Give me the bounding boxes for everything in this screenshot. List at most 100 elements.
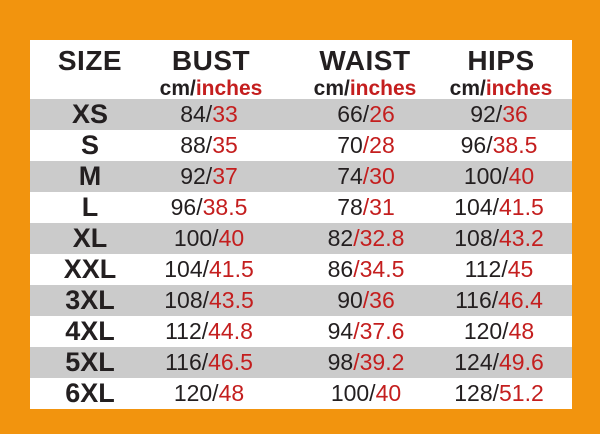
hips-inches-value: 49.6 — [499, 349, 544, 375]
waist-inches-value: /32.8 — [353, 225, 405, 251]
hips-inches-value: 36 — [502, 101, 528, 127]
bust-unit-label: cm/inches — [150, 78, 290, 99]
bust-cell: 112/44.8 — [150, 316, 290, 347]
size-label: S — [80, 130, 99, 160]
bust-cell: 104/41.5 — [150, 254, 290, 285]
waist-cell: 98/39.2 — [290, 347, 440, 378]
size-label: 3XL — [65, 285, 115, 315]
waist-unit-label: cm/inches — [290, 78, 440, 99]
hips-cm-value: 96/ — [460, 132, 493, 158]
waist-inches-value: /30 — [362, 163, 395, 189]
unit-cm-label: cm/ — [159, 77, 196, 100]
size-label: 4XL — [65, 316, 115, 346]
hips-cell: 100/40 — [440, 161, 572, 192]
hips-cell: 116/46.4 — [440, 285, 572, 316]
size-table-body: XS 84/33 66/26 92/36 S 88/35 70/28 96/38… — [30, 99, 572, 409]
hips-inches-value: 38.5 — [492, 132, 538, 158]
table-row: S 88/35 70/28 96/38.5 — [30, 130, 572, 161]
bust-inches-value: 43.5 — [209, 287, 254, 313]
hips-cell: 120/48 — [440, 316, 572, 347]
hips-cell: 92/36 — [440, 99, 572, 130]
hips-cell: 104/41.5 — [440, 192, 572, 223]
waist-cell: 74/30 — [290, 161, 440, 192]
bust-inches-value: 35 — [212, 132, 238, 158]
hips-cm-value: 112/ — [464, 256, 508, 282]
bust-inches-value: 33 — [212, 101, 238, 127]
waist-inches-value: /37.6 — [353, 318, 405, 344]
unit-cm-label: cm/ — [449, 77, 486, 100]
table-row: XL 100/40 82/32.8 108/43.2 — [30, 223, 572, 254]
hips-cm-value: 116/ — [455, 287, 499, 313]
hips-inches-value: 51.2 — [499, 380, 544, 406]
waist-cm-value: 86 — [327, 256, 354, 282]
hips-inches-value: 46.4 — [498, 287, 543, 313]
table-row: M 92/37 74/30 100/40 — [30, 161, 572, 192]
bust-cell: 120/48 — [150, 378, 290, 409]
size-label: 6XL — [65, 378, 115, 408]
bust-cm-value: 108/ — [164, 287, 209, 313]
waist-inches-value: /34.5 — [353, 256, 405, 282]
waist-cell: 86/34.5 — [290, 254, 440, 285]
hips-inches-value: 43.2 — [499, 225, 544, 251]
waist-inches-value: /36 — [362, 287, 395, 313]
bust-cm-value: 112/ — [165, 318, 209, 344]
table-row: XS 84/33 66/26 92/36 — [30, 99, 572, 130]
bust-cell: 92/37 — [150, 161, 290, 192]
bust-cm-value: 100/ — [173, 225, 219, 251]
bust-cm-value: 116/ — [165, 349, 209, 375]
waist-cm-value: 70 — [337, 132, 363, 158]
col-header-size: SIZE — [30, 40, 150, 99]
size-label: L — [81, 192, 99, 222]
size-label: 5XL — [65, 347, 115, 377]
hips-inches-value: 45 — [507, 256, 534, 282]
size-label: XL — [72, 223, 108, 253]
bust-cell: 108/43.5 — [150, 285, 290, 316]
size-label: M — [78, 161, 102, 191]
waist-cm-value: 100/ — [330, 380, 376, 406]
table-row: XXL 104/41.5 86/34.5 112/45 — [30, 254, 572, 285]
table-row: 3XL 108/43.5 90/36 116/46.4 — [30, 285, 572, 316]
hips-inches-value: 48 — [508, 318, 535, 344]
waist-cm-value: 94 — [327, 318, 354, 344]
bust-inches-value: 37 — [212, 163, 238, 189]
size-label: XS — [71, 99, 109, 129]
unit-inches-label: inches — [485, 77, 553, 100]
bust-inches-value: 41.5 — [209, 256, 254, 282]
table-row: 5XL 116/46.5 98/39.2 124/49.6 — [30, 347, 572, 378]
bust-inches-value: 44.8 — [208, 318, 253, 344]
waist-cm-value: 78 — [337, 194, 363, 220]
bust-cell: 88/35 — [150, 130, 290, 161]
size-column-title: SIZE — [57, 45, 123, 76]
bust-cm-value: 96/ — [170, 194, 203, 220]
waist-cell: 82/32.8 — [290, 223, 440, 254]
waist-cm-value: 98 — [327, 349, 354, 375]
hips-inches-value: 40 — [508, 163, 535, 189]
col-header-hips: HIPS cm/inches — [440, 40, 572, 99]
bust-cm-value: 120/ — [173, 380, 219, 406]
waist-inches-value: /31 — [362, 194, 395, 220]
waist-cell: 94/37.6 — [290, 316, 440, 347]
waist-inches-value: /39.2 — [353, 349, 405, 375]
waist-cell: 100/40 — [290, 378, 440, 409]
table-row: 4XL 112/44.8 94/37.6 120/48 — [30, 316, 572, 347]
bust-cell: 96/38.5 — [150, 192, 290, 223]
bust-cell: 116/46.5 — [150, 347, 290, 378]
bust-cell: 84/33 — [150, 99, 290, 130]
hips-cm-value: 100/ — [463, 163, 509, 189]
hips-cm-value: 108/ — [454, 225, 499, 251]
bust-cm-value: 92/ — [180, 163, 213, 189]
hips-cm-value: 120/ — [463, 318, 509, 344]
hips-cm-value: 124/ — [454, 349, 499, 375]
hips-cm-value: 104/ — [454, 194, 499, 220]
waist-cell: 78/31 — [290, 192, 440, 223]
hips-cm-value: 128/ — [454, 380, 499, 406]
bust-cm-value: 88/ — [180, 132, 213, 158]
col-header-waist: WAIST cm/inches — [290, 40, 440, 99]
waist-cell: 66/26 — [290, 99, 440, 130]
table-row: 6XL 120/48 100/40 128/51.2 — [30, 378, 572, 409]
hips-cell: 112/45 — [440, 254, 572, 285]
waist-inches-value: /28 — [362, 132, 395, 158]
waist-cm-value: 90 — [337, 287, 363, 313]
unit-cm-label: cm/ — [313, 77, 350, 100]
